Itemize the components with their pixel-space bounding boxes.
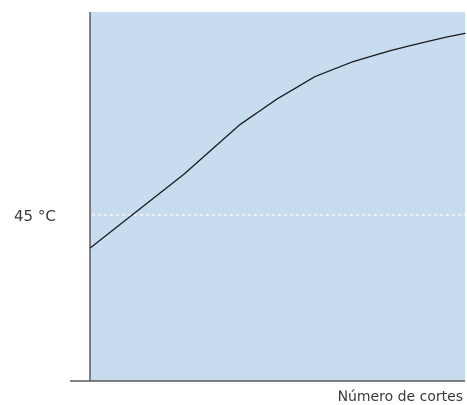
x-axis-title: Número de cortes <box>338 389 463 405</box>
plot-area <box>90 12 465 381</box>
series-line-0 <box>89 32 466 249</box>
y-tick-label-0: 45 °C <box>14 207 56 225</box>
